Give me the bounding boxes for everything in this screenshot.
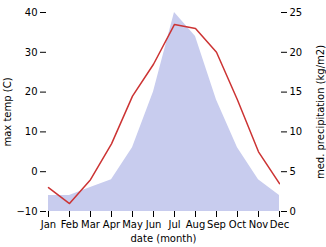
svg-text:Nov: Nov xyxy=(249,219,269,230)
svg-text:Oct: Oct xyxy=(229,219,246,230)
svg-text:Sep: Sep xyxy=(207,219,226,230)
svg-text:Jun: Jun xyxy=(145,219,162,230)
svg-text:0: 0 xyxy=(290,206,296,217)
svg-text:Mar: Mar xyxy=(81,219,101,230)
svg-text:max temp (C): max temp (C) xyxy=(2,77,13,146)
svg-text:40: 40 xyxy=(25,7,38,18)
svg-text:15: 15 xyxy=(290,86,303,97)
svg-text:10: 10 xyxy=(25,126,38,137)
svg-text:0: 0 xyxy=(31,166,37,177)
svg-text:Feb: Feb xyxy=(61,219,79,230)
svg-text:10: 10 xyxy=(290,126,303,137)
svg-text:med. precipitation (kg/m2): med. precipitation (kg/m2) xyxy=(315,45,326,179)
svg-text:−10: −10 xyxy=(16,206,37,217)
svg-text:May: May xyxy=(122,219,143,230)
svg-text:Jul: Jul xyxy=(167,219,180,230)
svg-text:Dec: Dec xyxy=(270,219,289,230)
svg-text:20: 20 xyxy=(25,86,38,97)
svg-text:Jan: Jan xyxy=(40,219,56,230)
svg-text:Aug: Aug xyxy=(186,219,206,230)
svg-text:25: 25 xyxy=(290,7,303,18)
svg-text:20: 20 xyxy=(290,47,303,58)
svg-text:5: 5 xyxy=(290,166,296,177)
svg-text:Apr: Apr xyxy=(103,219,121,230)
svg-text:date (month): date (month) xyxy=(131,233,197,244)
svg-text:30: 30 xyxy=(25,47,38,58)
